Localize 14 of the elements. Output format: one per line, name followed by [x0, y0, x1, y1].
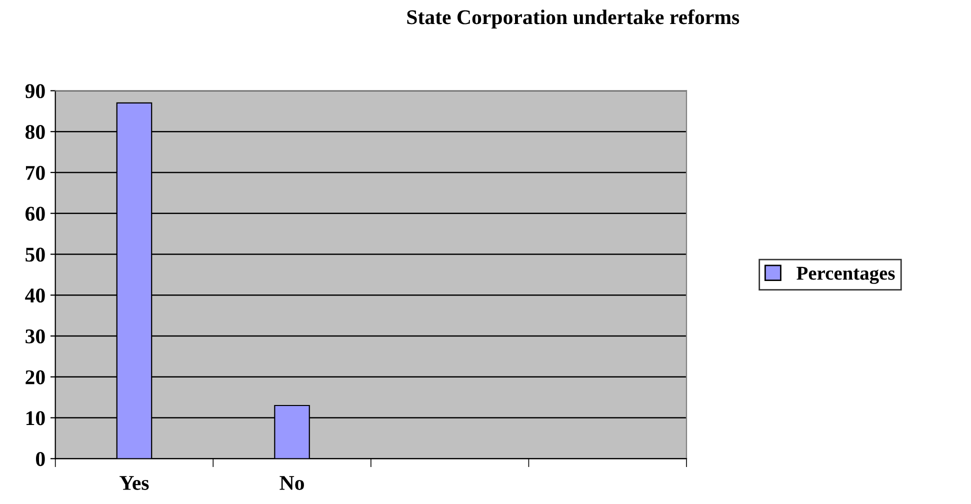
x-tick-label: No — [280, 476, 304, 490]
y-tick-label: 90 — [25, 84, 45, 98]
y-tick-label: 20 — [26, 370, 45, 384]
y-tick-label: 50 — [26, 248, 45, 262]
y-tick-label: 80 — [25, 124, 45, 140]
legend-label: Percentages — [796, 266, 895, 284]
y-tick-label: 60 — [26, 206, 45, 221]
y-tick-label: 30 — [26, 329, 45, 344]
y-tick-label: 70 — [26, 166, 45, 180]
y-tick-label: 0 — [36, 452, 45, 466]
y-tick-label: 10 — [26, 411, 45, 426]
chart-title: State Corporation undertake reforms — [407, 9, 740, 28]
y-tick-label: 40 — [25, 288, 45, 303]
x-tick-label: Yes — [120, 476, 149, 490]
